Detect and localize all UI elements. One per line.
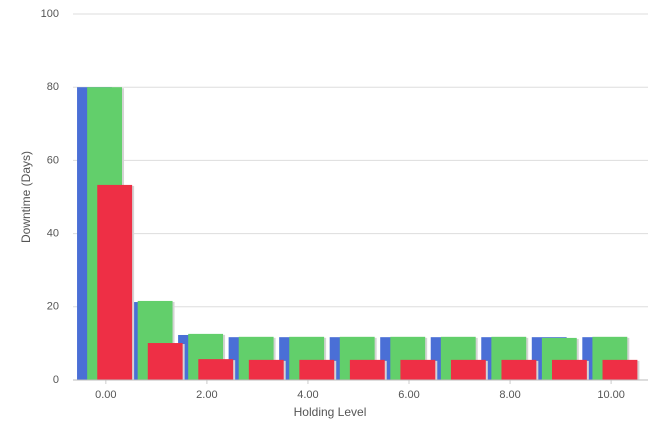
bar (501, 359, 537, 380)
y-tick-label: 0 (53, 374, 59, 386)
x-tick-label: 10.00 (597, 389, 625, 401)
y-tick-label: 40 (47, 228, 59, 240)
x-tick-label: 6.00 (398, 389, 419, 401)
bar (299, 359, 335, 380)
x-tick-label: 0.00 (95, 389, 116, 401)
bar (349, 359, 385, 380)
y-tick-label: 20 (47, 301, 59, 313)
bar (450, 359, 486, 380)
bar (97, 184, 133, 380)
y-tick-label: 80 (47, 81, 59, 93)
x-tick-label: 8.00 (499, 389, 520, 401)
bar (198, 359, 234, 380)
bar (602, 359, 638, 380)
x-tick-label: 4.00 (297, 389, 318, 401)
y-tick-label: 100 (41, 8, 59, 20)
bar (551, 359, 587, 380)
y-axis-label: Downtime (Days) (19, 151, 33, 243)
bar (248, 359, 284, 380)
x-tick-label: 2.00 (196, 389, 217, 401)
y-tick-label: 60 (47, 154, 59, 166)
bar (147, 343, 183, 380)
x-axis-label: Holding Level (294, 405, 367, 419)
bar (400, 359, 436, 380)
